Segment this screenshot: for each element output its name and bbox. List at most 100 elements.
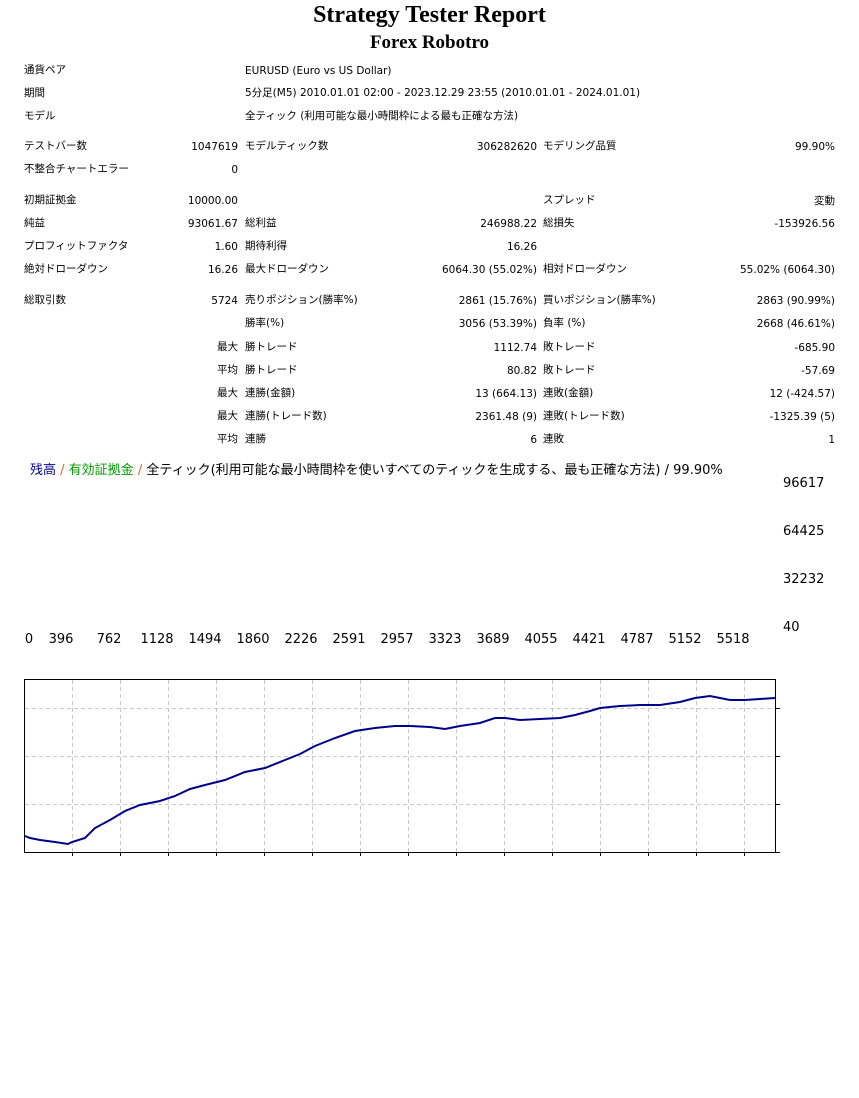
period-label: 期間 xyxy=(24,87,45,99)
x-tick-label: 5518 xyxy=(716,632,750,647)
x-tick-label: 3689 xyxy=(476,632,510,647)
ticks-value: 306282620 xyxy=(476,141,537,153)
legend-quality: 99.90% xyxy=(673,463,723,478)
x-tick-label: 4787 xyxy=(620,632,654,647)
x-tick-label: 5152 xyxy=(668,632,702,647)
max-consec-cnt-prefix: 最大 xyxy=(217,410,238,422)
chart-legend: 残高 / 有効証拠金 / 全ティック(利用可能な最小時間枠を使いすべてのティック… xyxy=(30,459,723,478)
largest-win-value: 1112.74 xyxy=(493,342,537,354)
deposit-label: 初期証拠金 xyxy=(24,194,77,206)
max-consec-win-amt-label: 連勝(金額) xyxy=(245,387,296,399)
x-tick-label: 396 xyxy=(48,632,74,647)
short-positions-label: 売りポジション(勝率%) xyxy=(245,294,358,306)
x-tick-label: 0 xyxy=(24,632,34,647)
max-drawdown-value: 6064.30 (55.02%) xyxy=(442,264,537,276)
x-tick-label: 2226 xyxy=(284,632,318,647)
long-positions-label: 買いポジション(勝率%) xyxy=(543,294,656,306)
legend-separator: / xyxy=(660,463,674,478)
total-trades-value: 5724 xyxy=(211,295,238,307)
gross-profit-label: 総利益 xyxy=(245,217,277,229)
avg-consec-win-value: 6 xyxy=(530,434,537,446)
period-value: 5分足(M5) 2010.01.01 02:00 - 2023.12.29 23… xyxy=(245,87,641,99)
win-rate-value: 3056 (53.39%) xyxy=(458,318,537,330)
symbol-label: 通貨ペア xyxy=(24,64,66,76)
max-consec-win-amt-value: 13 (664.13) xyxy=(475,388,537,400)
largest-win-label: 勝トレード xyxy=(245,341,298,353)
max-consec-win-cnt-label: 連勝(トレード数) xyxy=(245,410,327,422)
payoff-value: 16.26 xyxy=(506,241,537,253)
y-tick-label: 96617 xyxy=(783,476,825,491)
avg-consec-win-label: 連勝 xyxy=(245,433,266,445)
max-consec-loss-amt-label: 連敗(金額) xyxy=(543,387,594,399)
avg-loss-value: -57.69 xyxy=(801,365,835,377)
short-positions-value: 2861 (15.76%) xyxy=(458,295,537,307)
x-tick-label: 762 xyxy=(96,632,122,647)
abs-drawdown-label: 絶対ドローダウン xyxy=(24,263,108,275)
mismatch-label: 不整合チャートエラー xyxy=(24,163,129,175)
gross-loss-value: -153926.56 xyxy=(774,218,835,230)
loss-rate-value: 2668 (46.61%) xyxy=(756,318,835,330)
legend-equity: 有効証拠金 xyxy=(68,463,134,478)
gross-loss-label: 総損失 xyxy=(543,217,575,229)
avg-consec-prefix: 平均 xyxy=(217,433,238,445)
avg-win-value: 80.82 xyxy=(506,365,537,377)
max-consec-loss-amt-value: 12 (-424.57) xyxy=(769,388,835,400)
quality-value: 99.90% xyxy=(794,141,835,153)
legend-model: 全ティック(利用可能な最小時間枠を使いすべてのティックを生成する、最も正確な方法… xyxy=(146,463,661,478)
win-rate-label: 勝率(%) xyxy=(245,317,285,329)
x-tick-label: 1128 xyxy=(140,632,174,647)
deposit-value: 10000.00 xyxy=(187,195,238,207)
bars-label: テストバー数 xyxy=(24,140,87,152)
avg-win-label: 勝トレード xyxy=(245,364,298,376)
max-drawdown-label: 最大ドローダウン xyxy=(245,263,329,275)
y-tick-label: 32232 xyxy=(783,572,825,587)
largest-prefix: 最大 xyxy=(217,341,238,353)
y-tick-label: 40 xyxy=(783,620,800,635)
legend-separator: / xyxy=(56,463,69,478)
x-tick-label: 1494 xyxy=(188,632,222,647)
quality-label: モデリング品質 xyxy=(543,140,617,152)
largest-loss-label: 敗トレード xyxy=(543,341,596,353)
spread-label: スプレッド xyxy=(543,194,596,206)
net-profit-label: 純益 xyxy=(24,217,45,229)
max-consec-amt-prefix: 最大 xyxy=(217,387,238,399)
x-tick-label: 1860 xyxy=(236,632,270,647)
balance-chart: 残高 / 有効証拠金 / 全ティック(利用可能な最小時間枠を使いすべてのティック… xyxy=(0,448,859,856)
x-tick-label: 2591 xyxy=(332,632,366,647)
y-tick-label: 64425 xyxy=(783,524,825,539)
max-consec-loss-cnt-label: 連敗(トレード数) xyxy=(543,410,625,422)
ticks-label: モデルティック数 xyxy=(245,140,329,152)
loss-rate-label: 負率 (%) xyxy=(543,317,586,329)
avg-loss-label: 敗トレード xyxy=(543,364,596,376)
mismatch-value: 0 xyxy=(231,164,238,176)
net-profit-value: 93061.67 xyxy=(187,218,238,230)
chart-canvas xyxy=(24,679,780,856)
x-tick-label: 4421 xyxy=(572,632,606,647)
max-consec-loss-cnt-value: -1325.39 (5) xyxy=(769,411,835,423)
max-consec-win-cnt-value: 2361.48 (9) xyxy=(475,411,537,423)
x-tick-label: 2957 xyxy=(380,632,414,647)
expert-name: Forex Robotro xyxy=(369,32,490,53)
model-value: 全ティック (利用可能な最小時間枠による最も正確な方法) xyxy=(245,110,519,122)
symbol-value: EURUSD (Euro vs US Dollar) xyxy=(245,65,392,77)
spread-value: 変動 xyxy=(814,195,835,207)
total-trades-label: 総取引数 xyxy=(24,294,66,306)
rel-drawdown-value: 55.02% (6064.30) xyxy=(740,264,835,276)
bars-value: 1047619 xyxy=(191,141,238,153)
profit-factor-label: プロフィットファクタ xyxy=(24,240,129,252)
average-prefix: 平均 xyxy=(217,364,238,376)
x-tick-label: 4055 xyxy=(524,632,558,647)
abs-drawdown-value: 16.26 xyxy=(207,264,238,276)
largest-loss-value: -685.90 xyxy=(794,342,835,354)
long-positions-value: 2863 (90.99%) xyxy=(756,295,835,307)
legend-separator: / xyxy=(133,463,147,478)
profit-factor-value: 1.60 xyxy=(214,241,238,253)
payoff-label: 期待利得 xyxy=(245,240,287,252)
report-title: Strategy Tester Report xyxy=(313,2,546,28)
avg-consec-loss-value: 1 xyxy=(828,434,835,446)
rel-drawdown-label: 相対ドローダウン xyxy=(543,263,627,275)
gross-profit-value: 246988.22 xyxy=(480,218,537,230)
avg-consec-loss-label: 連敗 xyxy=(543,433,564,445)
legend-balance: 残高 xyxy=(30,463,57,478)
x-tick-label: 3323 xyxy=(428,632,462,647)
